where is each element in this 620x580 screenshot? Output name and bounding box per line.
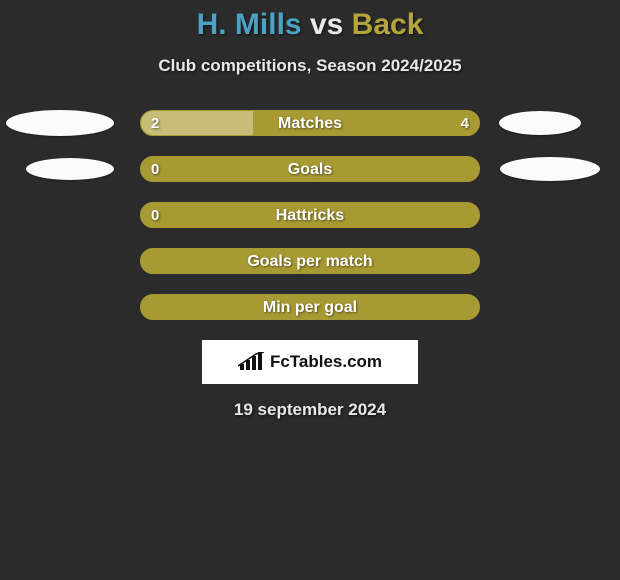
stat-rows: 24Matches 0Goals 0Hattricks Goals per match… [0,110,620,320]
left-ellipse [26,158,114,180]
stat-row: 24Matches [0,110,620,136]
stat-row: 0Hattricks [0,202,620,228]
right-ellipse [500,157,600,181]
brand-text: FcTables.com [270,352,382,372]
stat-bar: 0Hattricks [140,202,480,228]
stat-bar: Min per goal [140,294,480,320]
stat-label: Min per goal [141,295,479,320]
stat-label: Goals [141,157,479,182]
stat-row: Goals per match [0,248,620,274]
stat-label: Hattricks [141,203,479,228]
subtitle: Club competitions, Season 2024/2025 [0,56,620,76]
left-ellipse [6,110,114,136]
right-ellipse [499,111,581,135]
player2-name: Back [352,8,424,41]
stat-bar: 24Matches [140,110,480,136]
player1-name: H. Mills [197,8,302,41]
bar-chart-icon [238,352,264,372]
stat-label: Goals per match [141,249,479,274]
comparison-title: H. Mills vs Back [0,0,620,42]
stat-bar: Goals per match [140,248,480,274]
date-text: 19 september 2024 [0,400,620,420]
vs-text: vs [310,8,343,41]
stat-row: Min per goal [0,294,620,320]
stat-bar: 0Goals [140,156,480,182]
brand-box[interactable]: FcTables.com [202,340,418,384]
stat-row: 0Goals [0,156,620,182]
stat-label: Matches [141,111,479,136]
